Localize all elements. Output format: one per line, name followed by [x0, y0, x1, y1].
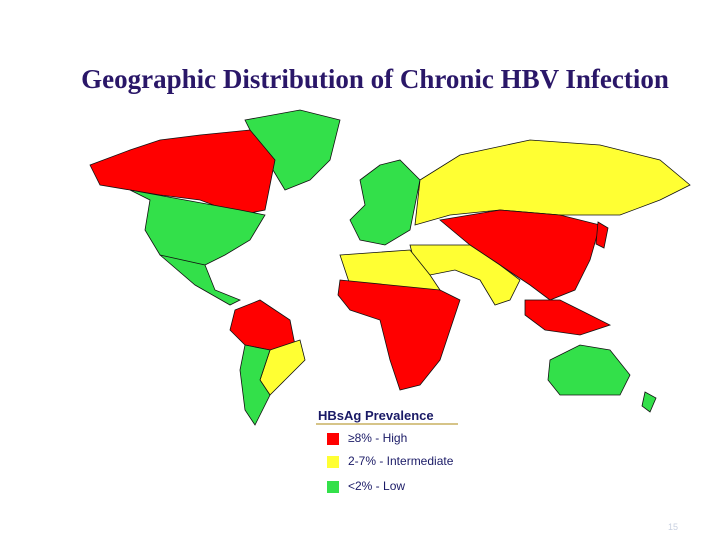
legend-label: 2-7% - Intermediate [348, 454, 454, 468]
legend: ≥8% - High 2-7% - Intermediate <2% - Low [327, 431, 454, 493]
legend-title: HBsAg Prevalence [318, 408, 434, 423]
legend-label: ≥8% - High [348, 431, 407, 445]
region-low [159, 254, 241, 306]
page-number: 15 [668, 522, 678, 532]
region-low [641, 391, 657, 413]
legend-swatch [327, 456, 339, 468]
region-high [337, 279, 461, 391]
region-high [595, 221, 609, 249]
legend-swatch [327, 481, 339, 493]
region-low [547, 344, 631, 396]
legend-swatch [327, 433, 339, 445]
region-low [349, 159, 421, 246]
region-high [524, 299, 612, 336]
region-high [229, 299, 296, 351]
slide-title: Geographic Distribution of Chronic HBV I… [81, 64, 669, 94]
legend-label: <2% - Low [348, 479, 405, 493]
region-intermediate [414, 139, 691, 226]
region-low [239, 344, 271, 426]
world-map [89, 109, 691, 426]
